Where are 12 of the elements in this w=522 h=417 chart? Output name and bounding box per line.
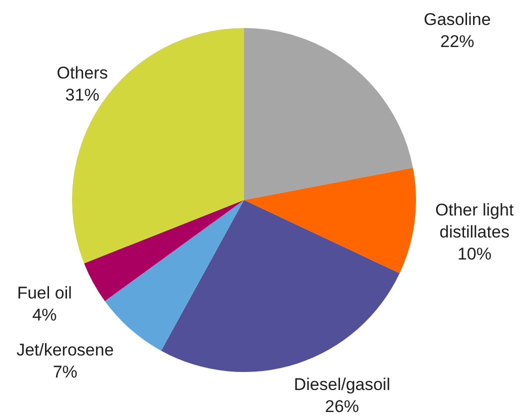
slice-label: Other light distillates xyxy=(435,200,514,242)
data-label: 22% xyxy=(440,32,474,52)
data-label: 26% xyxy=(325,396,360,416)
data-label: 7% xyxy=(52,362,78,382)
data-label: 4% xyxy=(32,306,57,325)
slice-label: Fuel oil xyxy=(17,284,72,303)
slice-label: Diesel/gasoil xyxy=(294,374,390,394)
data-label: 10% xyxy=(457,244,492,264)
slice-label: Gasoline xyxy=(424,10,491,30)
slice-label: Others xyxy=(56,63,108,82)
slice-label: Jet/kerosene xyxy=(16,340,114,360)
data-label: 31% xyxy=(65,85,100,104)
